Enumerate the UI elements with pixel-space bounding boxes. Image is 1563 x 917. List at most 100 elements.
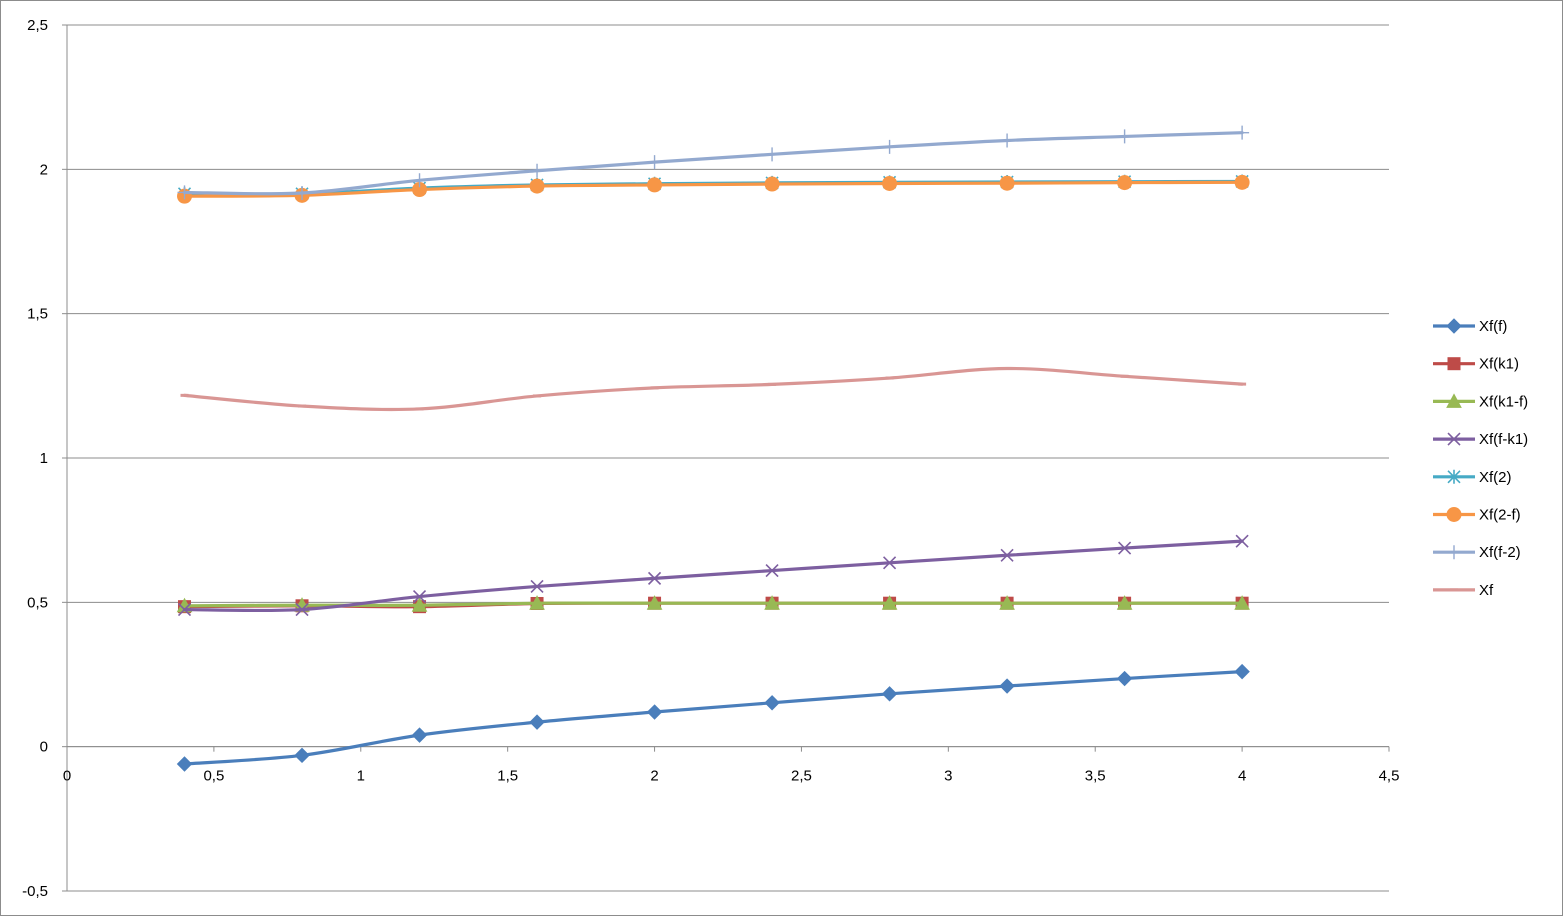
data-point-xf-f: [646, 704, 663, 720]
data-point-xf-2-f: [882, 175, 898, 191]
data-point-xf-f-k1: [530, 579, 544, 594]
data-point-xf-f: [1116, 670, 1133, 687]
data-point-xf-f-2: [1000, 133, 1015, 148]
data-point-xf-k1-f: [411, 597, 428, 612]
data-point-xf-f-k1: [647, 571, 662, 585]
data-point-xf-f-2: [530, 163, 545, 178]
legend-marker: [1447, 545, 1461, 560]
legend-item: Xf: [1433, 582, 1494, 599]
x-tick-label: 2,5: [791, 768, 812, 785]
x-tick-label: 4: [1238, 768, 1246, 785]
y-tick-label: 2: [40, 161, 48, 178]
series-xf-f-k1: [177, 534, 1249, 617]
x-tick-label: 4,5: [1379, 768, 1400, 785]
legend-marker: [1446, 507, 1462, 522]
data-point-xf-f-k1: [765, 564, 779, 578]
data-point-xf-f-2: [412, 173, 427, 188]
legend-item: Xf(2-f): [1433, 507, 1521, 524]
legend-label: Xf: [1479, 582, 1494, 599]
y-tick-label: 1: [40, 450, 48, 467]
data-point-xf-2-f: [764, 176, 780, 192]
data-point-xf-2-f: [529, 178, 545, 194]
data-point-xf-2-f: [647, 177, 663, 193]
data-point-xf-k1-f: [999, 595, 1015, 610]
legend: Xf(f) Xf(k1) Xf(k1-f) Xf(f-k1) Xf(2) Xf(2-f) X…: [1433, 318, 1528, 599]
data-point-xf-f-2: [1235, 125, 1250, 140]
legend-item: Xf(f-k1): [1433, 431, 1528, 448]
legend-label: Xf(2-f): [1479, 507, 1521, 524]
legend-item: Xf(f): [1433, 318, 1507, 335]
y-tick-label: 0: [40, 739, 48, 756]
data-point-xf-f: [1234, 663, 1250, 680]
series-line-xf-f-2: [182, 131, 1244, 196]
data-point-xf-k1-f: [764, 595, 780, 610]
data-point-xf-f: [411, 727, 428, 743]
legend-item: Xf(f-2): [1433, 544, 1521, 561]
series-line-xf-2-f: [182, 180, 1244, 198]
series-line-xf: [182, 366, 1244, 412]
series-xf-k1-f: [176, 595, 1250, 613]
data-point-xf-f-2: [647, 155, 662, 170]
data-point-xf-f: [881, 686, 898, 702]
data-point-xf-2-f: [999, 175, 1015, 191]
y-tick-label: -0,5: [22, 883, 48, 900]
data-point-xf-f-k1: [1118, 541, 1132, 555]
legend-label: Xf(f-k1): [1479, 431, 1528, 448]
series-xf-2-f: [177, 174, 1250, 204]
series-line-xf-k1-f: [182, 601, 1244, 608]
legend-marker: [1447, 357, 1461, 371]
series-xf-f-2: [177, 125, 1250, 201]
x-tick-label: 2: [650, 768, 658, 785]
legend-item: Xf(k1-f): [1433, 393, 1528, 410]
data-point-xf-f-2: [177, 185, 192, 200]
y-tick-label: 2,5: [27, 17, 48, 34]
legend-label: Xf(f): [1479, 318, 1507, 335]
data-point-xf-f: [764, 695, 780, 711]
data-point-xf-f-k1: [412, 589, 427, 604]
legend-marker: [1446, 393, 1462, 408]
legend-marker: [1447, 469, 1461, 484]
data-point-xf-f: [294, 747, 310, 764]
data-point-xf-f: [999, 678, 1015, 694]
legend-label: Xf(k1): [1479, 356, 1519, 373]
y-tick-label: 1,5: [27, 306, 48, 323]
legend-item: Xf(2): [1433, 469, 1512, 486]
data-point-xf-2-f: [1117, 175, 1133, 191]
data-point-xf-f-2: [882, 139, 897, 154]
series-line-xf-f-k1: [182, 539, 1244, 613]
data-point-xf-f: [529, 714, 545, 730]
data-point-xf-f: [176, 756, 193, 772]
data-point-xf-f-2: [295, 186, 310, 201]
data-point-xf-f-k1: [1000, 548, 1014, 562]
data-point-xf-k1-f: [529, 595, 545, 610]
x-tick-label: 1,5: [497, 768, 518, 785]
legend-label: Xf(k1-f): [1479, 393, 1528, 410]
x-tick-label: 0: [63, 768, 71, 785]
series-line-xf-f: [182, 670, 1244, 766]
legend-item: Xf(k1): [1433, 356, 1519, 373]
legend-label: Xf(2): [1479, 469, 1512, 486]
series-xf-f: [176, 663, 1250, 772]
data-point-xf-f-2: [1117, 129, 1132, 144]
y-tick-label: 0,5: [27, 594, 48, 611]
data-point-xf-f-k1: [295, 602, 309, 617]
x-tick-label: 3: [944, 768, 952, 785]
legend-label: Xf(f-2): [1479, 544, 1521, 561]
data-point-xf-k1-f: [646, 595, 663, 610]
data-point-xf-f-2: [765, 147, 780, 162]
x-tick-label: 3,5: [1085, 768, 1106, 785]
x-tick-label: 1: [357, 768, 365, 785]
data-point-xf-2-f: [1234, 174, 1250, 190]
data-point-xf-f-k1: [177, 602, 192, 617]
legend-marker: [1446, 318, 1462, 334]
data-point-xf-f-k1: [1235, 534, 1249, 548]
x-tick-label: 0,5: [203, 768, 224, 785]
data-point-xf-f-k1: [883, 556, 897, 570]
data-point-xf-k1-f: [881, 595, 898, 610]
series-xf: [180, 366, 1247, 412]
series-xf-2: [177, 174, 1249, 201]
data-point-xf-k1-f: [1234, 595, 1250, 610]
data-point-xf-k1-f: [1116, 595, 1133, 610]
